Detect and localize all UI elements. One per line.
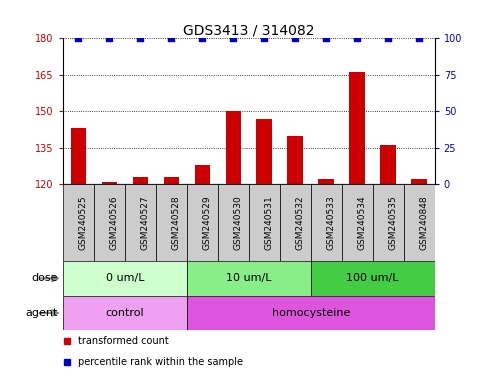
Text: GSM240529: GSM240529 <box>202 195 211 250</box>
Point <box>354 35 361 41</box>
Text: GSM240531: GSM240531 <box>264 195 273 250</box>
Text: dose: dose <box>31 273 58 283</box>
Bar <box>342 184 373 261</box>
Text: GSM240532: GSM240532 <box>295 195 304 250</box>
Text: GSM240848: GSM240848 <box>419 195 428 250</box>
Point <box>136 35 144 41</box>
Bar <box>280 184 311 261</box>
Bar <box>63 184 94 261</box>
Bar <box>318 179 334 184</box>
Point <box>322 35 330 41</box>
Text: GSM240526: GSM240526 <box>109 195 118 250</box>
Bar <box>101 182 117 184</box>
Title: GDS3413 / 314082: GDS3413 / 314082 <box>183 23 314 37</box>
Point <box>415 35 423 41</box>
Bar <box>187 184 218 261</box>
Bar <box>311 261 435 296</box>
Bar <box>132 177 148 184</box>
Text: GSM240535: GSM240535 <box>388 195 397 250</box>
Point <box>105 35 113 41</box>
Text: agent: agent <box>26 308 58 318</box>
Bar <box>412 179 427 184</box>
Point <box>74 35 82 41</box>
Bar <box>256 119 272 184</box>
Point <box>229 35 237 41</box>
Text: GSM240530: GSM240530 <box>233 195 242 250</box>
Text: GSM240527: GSM240527 <box>140 195 149 250</box>
Bar <box>373 184 404 261</box>
Bar <box>94 184 125 261</box>
Point <box>168 35 175 41</box>
Bar <box>187 261 311 296</box>
Bar <box>287 136 303 184</box>
Text: GSM240528: GSM240528 <box>171 195 180 250</box>
Text: 0 um/L: 0 um/L <box>105 273 144 283</box>
Bar <box>350 73 365 184</box>
Bar <box>156 184 187 261</box>
Text: GSM240533: GSM240533 <box>326 195 335 250</box>
Bar <box>226 111 241 184</box>
Text: transformed count: transformed count <box>78 336 169 346</box>
Text: control: control <box>105 308 144 318</box>
Text: GSM240525: GSM240525 <box>78 195 87 250</box>
Bar <box>63 296 187 330</box>
Bar <box>218 184 249 261</box>
Bar <box>164 177 179 184</box>
Text: percentile rank within the sample: percentile rank within the sample <box>78 357 242 367</box>
Point <box>384 35 392 41</box>
Bar <box>71 128 86 184</box>
Bar <box>125 184 156 261</box>
Text: 100 um/L: 100 um/L <box>346 273 399 283</box>
Bar <box>63 261 187 296</box>
Text: 10 um/L: 10 um/L <box>226 273 271 283</box>
Bar <box>187 296 435 330</box>
Text: homocysteine: homocysteine <box>271 308 350 318</box>
Bar <box>311 184 342 261</box>
Bar <box>381 146 396 184</box>
Bar <box>249 184 280 261</box>
Point <box>260 35 268 41</box>
Point <box>199 35 206 41</box>
Text: GSM240534: GSM240534 <box>357 195 366 250</box>
Bar <box>404 184 435 261</box>
Point <box>291 35 299 41</box>
Bar <box>195 165 210 184</box>
